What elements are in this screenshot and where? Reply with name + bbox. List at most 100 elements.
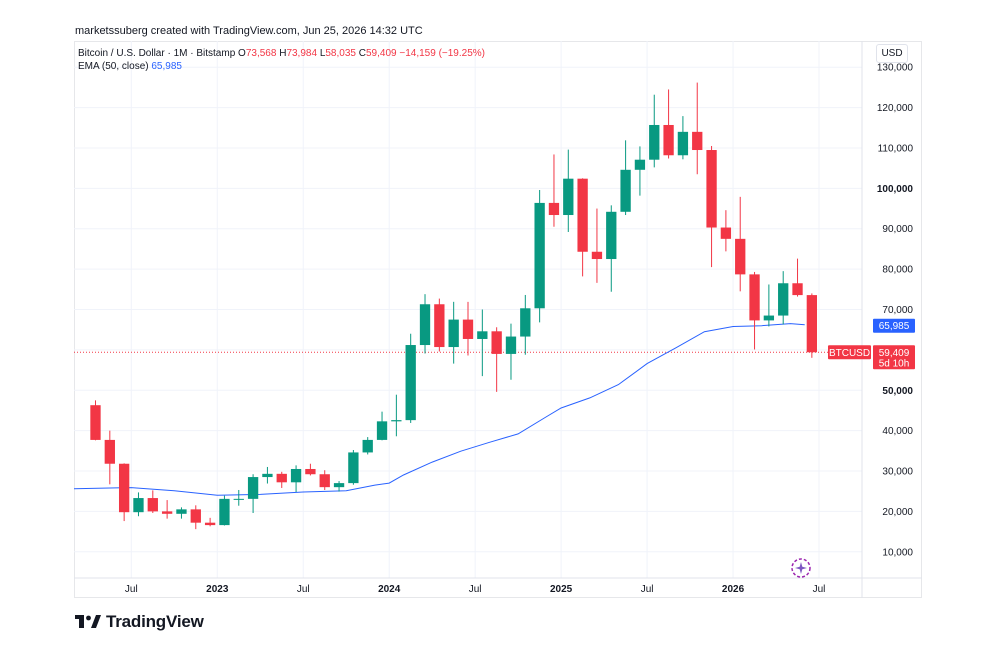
candle [319,470,330,490]
candle [233,489,244,506]
low-value: 58,035 [325,48,356,59]
price-tick-label: 30,000 [882,467,913,478]
candle [649,94,660,168]
candle-body [362,439,373,453]
ema-legend-row: EMA (50, close) 65,985 [78,60,485,73]
candle-body [434,304,445,348]
candle [520,294,531,355]
time-axis: Jul 2023 Jul 2024 Jul 2025 Jul 2026 Jul [74,41,922,598]
brand-name: TradingView [106,612,204,631]
candle-body [219,498,230,526]
price-tick-label: 130,000 [877,63,914,74]
high-key: H [279,48,287,59]
time-tick-label: Jul [813,584,826,595]
candle-body [290,468,302,483]
candle-body [161,511,173,514]
candle-body [477,331,488,339]
chart-credit: marketssuberg created with TradingView.c… [75,25,423,37]
candle-body [520,308,531,337]
ema-layer [73,323,805,496]
candle-body [792,283,803,296]
candle [720,210,732,252]
candle [118,463,130,522]
candle [548,154,560,227]
candle-body [692,131,703,151]
candle [792,258,803,297]
candle [305,463,316,476]
close-value: 59,409 [365,48,397,59]
bar-countdown: 5d 10h [879,358,910,369]
price-tick-label: 80,000 [882,265,913,276]
candle [763,284,775,327]
candle-body [491,331,502,354]
ema-legend-value: 65,985 [151,61,182,72]
candle [362,437,373,455]
candle [176,507,187,519]
candle [606,205,617,292]
candle-body [104,439,115,464]
candle-body [534,202,545,309]
candle-body [749,274,760,321]
time-tick-label: 2025 [550,584,573,595]
candle [90,400,101,441]
candle [477,309,488,377]
candle [262,466,273,484]
currency-button[interactable]: USD [876,44,908,63]
sparkle-icon[interactable] [790,557,812,584]
candle [190,505,201,530]
candle [677,116,689,160]
candle [749,271,760,350]
candle-body [247,477,259,499]
candle-body [448,319,459,348]
candle [663,89,674,159]
candle [419,294,431,354]
candle [634,146,646,196]
candle-body [147,498,158,512]
candle [376,411,388,441]
price-tick-label: 50,000 [882,386,913,397]
high-value: 73,984 [286,48,318,59]
ema-line [73,323,805,496]
candle-body [548,202,560,216]
candle-body [305,468,316,475]
candle-body [333,483,345,488]
candle [247,474,259,513]
candle-body [606,211,617,260]
price-axis: 10,00020,00030,00040,00050,00060,00070,0… [877,63,914,559]
candle [290,465,302,492]
grid [74,41,862,578]
price-tick-label: 20,000 [882,507,913,518]
tradingview-brand[interactable]: TradingView [75,612,204,632]
symbol-legend-row: Bitcoin / U.S. Dollar · 1M · Bitstamp O7… [78,47,485,60]
candle [348,450,359,485]
symbol-tag: BTCUSD [829,348,870,359]
price-tick-label: 40,000 [882,426,913,437]
candle-body [663,124,674,156]
candle [778,271,789,325]
candle [706,145,717,268]
time-tick-label: Jul [297,584,310,595]
candle-body [376,421,388,440]
candle [104,430,115,485]
open-key: O [238,48,246,59]
candle-body [405,345,416,421]
candle-body [90,405,101,440]
candle-body [176,509,187,514]
candles [90,82,818,530]
candle [276,471,287,488]
open-value: 73,568 [245,48,277,59]
chart-legend: Bitcoin / U.S. Dollar · 1M · Bitstamp O7… [78,47,485,73]
price-tick-label: 110,000 [878,143,914,154]
symbol-tag-bg [828,345,871,360]
candle [219,495,230,526]
candle-body [778,283,789,316]
candle [405,333,416,423]
candle [620,140,631,216]
candle [577,178,588,277]
candle-body [577,178,588,252]
candle-body [319,474,330,488]
candle-body [348,452,359,484]
chart-frame[interactable] [74,41,922,598]
